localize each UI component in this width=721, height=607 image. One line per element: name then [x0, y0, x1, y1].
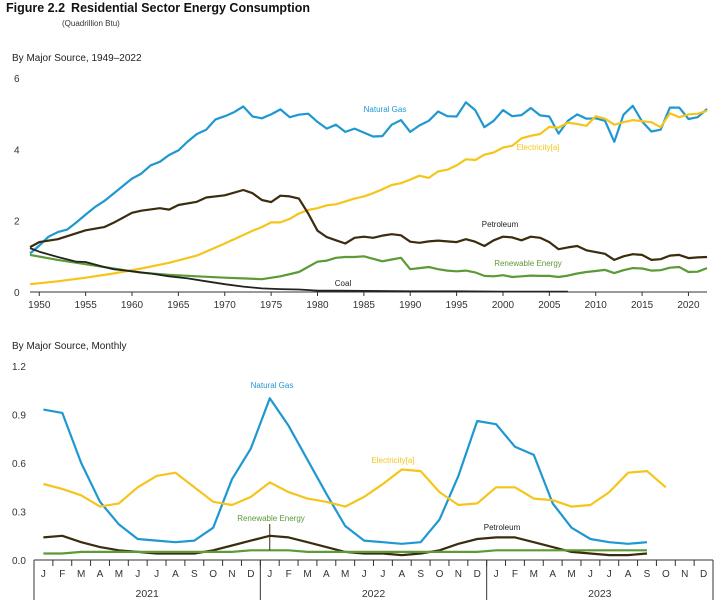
- annual-label-natural-gas: Natural Gas: [364, 105, 407, 114]
- monthly-month-label: J: [380, 569, 385, 580]
- annual-x-tick-label: 1960: [121, 300, 144, 311]
- annual-x-tick-label: 1990: [399, 300, 422, 311]
- annual-y-tick-label: 2: [14, 217, 20, 228]
- monthly-series-natural-gas: [43, 397, 648, 545]
- annual-y-tick-label: 0: [14, 288, 20, 299]
- panel-monthly-title: By Major Source, Monthly: [12, 341, 127, 352]
- figure-title-text: Residential Sector Energy Consumption: [71, 1, 310, 15]
- monthly-month-label: J: [41, 569, 46, 580]
- monthly-label-renewable-energy: Renewable Energy: [237, 514, 305, 523]
- monthly-y-tick-label: 0.9: [12, 411, 26, 422]
- annual-x-tick-label: 1975: [260, 300, 283, 311]
- annual-series-coal: [29, 247, 568, 293]
- figure-number: Figure 2.2: [6, 1, 66, 15]
- monthly-month-label: A: [97, 569, 104, 580]
- monthly-month-label: A: [625, 569, 632, 580]
- monthly-y-tick-label: 0.3: [12, 508, 26, 519]
- annual-x-tick-label: 1970: [214, 300, 237, 311]
- annual-label-coal: Coal: [335, 279, 352, 288]
- annual-x-tick-label: 1980: [306, 300, 329, 311]
- monthly-y-tick-label: 1.2: [12, 362, 26, 373]
- monthly-month-label: M: [341, 569, 349, 580]
- annual-x-tick-label: 2015: [631, 300, 654, 311]
- annual-x-tick-label: 2010: [585, 300, 608, 311]
- monthly-month-label: S: [644, 569, 651, 580]
- monthly-month-label: J: [494, 569, 499, 580]
- annual-series-natural-gas: [29, 101, 708, 255]
- monthly-month-label: M: [567, 569, 575, 580]
- annual-label-renewable-energy: Renewable Energy: [494, 259, 562, 268]
- monthly-series-renewable-energy: [43, 549, 647, 555]
- monthly-month-label: J: [607, 569, 612, 580]
- annual-series-petroleum: [29, 188, 708, 261]
- figure-title: Figure 2.2 Residential Sector Energy Cons…: [6, 1, 310, 15]
- monthly-month-label: O: [662, 569, 670, 580]
- monthly-month-label: M: [303, 569, 311, 580]
- monthly-label-natural-gas: Natural Gas: [251, 381, 294, 390]
- monthly-month-label: D: [247, 569, 254, 580]
- monthly-y-tick-label: 0.0: [12, 556, 26, 567]
- monthly-label-electricity: Electricity[a]: [371, 456, 414, 465]
- annual-label-electricity: Electricity[a]: [516, 143, 559, 152]
- monthly-month-label: A: [172, 569, 179, 580]
- annual-x-tick-label: 2005: [538, 300, 561, 311]
- annual-x-tick-label: 2020: [677, 300, 700, 311]
- monthly-month-label: S: [191, 569, 198, 580]
- monthly-month-label: D: [700, 569, 707, 580]
- monthly-year-label: 2021: [135, 588, 159, 600]
- monthly-month-label: A: [398, 569, 405, 580]
- monthly-month-label: F: [512, 569, 518, 580]
- monthly-month-label: F: [286, 569, 292, 580]
- monthly-month-label: M: [77, 569, 85, 580]
- monthly-month-label: J: [154, 569, 159, 580]
- annual-x-tick-label: 1985: [353, 300, 376, 311]
- monthly-label-petroleum: Petroleum: [484, 523, 521, 532]
- monthly-month-label: N: [681, 569, 688, 580]
- monthly-year-label: 2023: [588, 588, 612, 600]
- monthly-month-label: M: [530, 569, 538, 580]
- monthly-month-label: O: [209, 569, 217, 580]
- monthly-y-tick-label: 0.6: [12, 459, 26, 470]
- monthly-month-label: A: [549, 569, 556, 580]
- monthly-year-label: 2022: [362, 588, 386, 600]
- annual-series-renewable-energy: [29, 253, 708, 281]
- annual-y-tick-label: 4: [14, 145, 20, 156]
- monthly-month-label: D: [474, 569, 481, 580]
- monthly-month-label: O: [436, 569, 444, 580]
- annual-x-tick-label: 1995: [445, 300, 468, 311]
- monthly-month-label: S: [417, 569, 424, 580]
- monthly-month-label: F: [59, 569, 65, 580]
- monthly-month-label: J: [588, 569, 593, 580]
- annual-x-tick-label: 1950: [28, 300, 51, 311]
- annual-x-tick-label: 1965: [167, 300, 190, 311]
- monthly-series-electricity: [43, 468, 667, 508]
- monthly-month-label: J: [362, 569, 367, 580]
- panel-annual-title: By Major Source, 1949–2022: [12, 53, 142, 64]
- monthly-month-label: N: [228, 569, 235, 580]
- monthly-month-label: A: [323, 569, 330, 580]
- annual-x-tick-label: 2000: [492, 300, 515, 311]
- figure-subtitle: (Quadrillion Btu): [62, 19, 120, 28]
- monthly-month-label: N: [455, 569, 462, 580]
- monthly-month-label: M: [115, 569, 123, 580]
- monthly-month-label: J: [135, 569, 140, 580]
- monthly-month-label: J: [267, 569, 272, 580]
- annual-series-electricity: [29, 109, 708, 286]
- annual-y-tick-label: 6: [14, 74, 20, 85]
- annual-x-tick-label: 1955: [75, 300, 98, 311]
- annual-label-petroleum: Petroleum: [482, 220, 519, 229]
